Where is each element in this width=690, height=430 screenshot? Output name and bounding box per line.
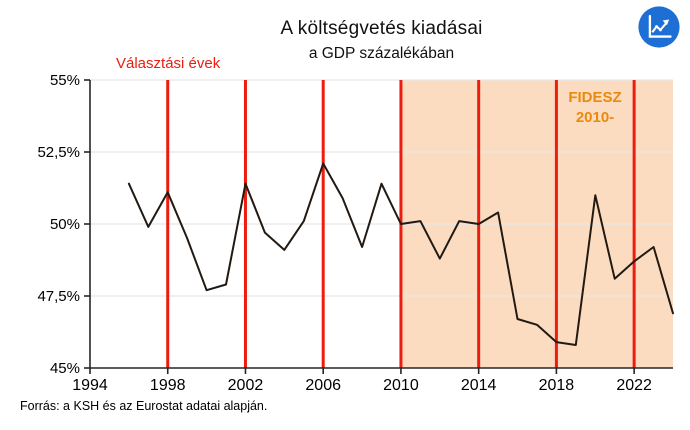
x-tick-label: 2018 xyxy=(539,377,575,394)
chart-title: A költségvetés kiadásai xyxy=(280,18,483,39)
budget-expenditure-line xyxy=(127,162,674,346)
fidesz-label: FIDESZ 2010- xyxy=(545,88,645,128)
y-tick-label: 55% xyxy=(50,72,80,89)
x-tick-label: 1998 xyxy=(150,377,186,394)
fidesz-label-line2: 2010- xyxy=(575,109,615,126)
y-tick-label: 50% xyxy=(50,216,80,233)
logo-dot xyxy=(655,25,659,28)
x-tick-label: 2014 xyxy=(461,377,497,394)
fidesz-label-line1: FIDESZ xyxy=(568,89,622,106)
logo-trend-line xyxy=(651,21,668,33)
logo-circle xyxy=(638,6,680,48)
x-tick-label: 2010 xyxy=(383,377,419,394)
y-tick-label: 52,5% xyxy=(37,144,80,161)
y-tick-label: 47,5% xyxy=(37,288,80,305)
election-years-label: Választási évek xyxy=(116,55,221,72)
line-chart-logo-icon xyxy=(638,6,680,48)
x-tick-label: 2002 xyxy=(228,377,264,394)
chart-subtitle: a GDP százalékában xyxy=(308,45,455,62)
logo-dot xyxy=(659,28,662,32)
source-note: Forrás: a KSH és az Eurostat adatai alap… xyxy=(20,399,268,413)
logo-axes xyxy=(648,14,672,38)
y-tick-label: 45% xyxy=(50,360,80,377)
x-tick-label: 2022 xyxy=(616,377,652,394)
x-tick-label: 1994 xyxy=(72,377,108,394)
logo-arrowhead xyxy=(662,19,670,26)
x-tick-label: 2006 xyxy=(305,377,341,394)
